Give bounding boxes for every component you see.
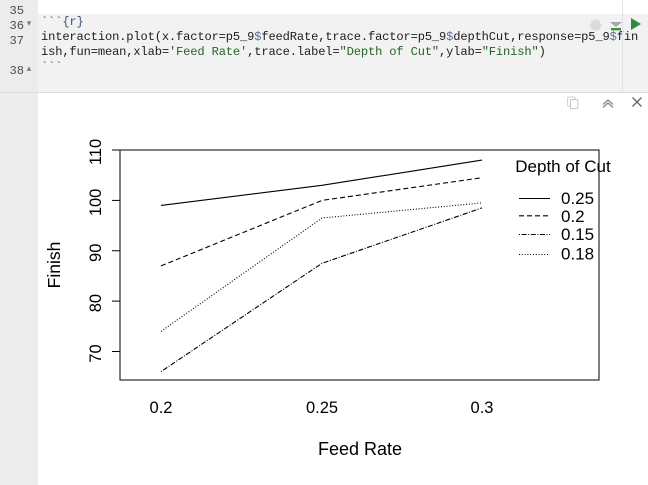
svg-text:Feed Rate: Feed Rate — [318, 439, 402, 459]
svg-text:100: 100 — [87, 189, 105, 217]
svg-text:0.3: 0.3 — [471, 399, 494, 417]
svg-text:90: 90 — [87, 244, 105, 262]
svg-text:80: 80 — [87, 294, 105, 312]
svg-text:0.2: 0.2 — [150, 399, 173, 417]
svg-text:0.2: 0.2 — [561, 207, 585, 226]
svg-text:0.25: 0.25 — [561, 189, 594, 208]
svg-text:Finish: Finish — [44, 242, 64, 289]
svg-text:110: 110 — [87, 139, 105, 165]
svg-text:0.18: 0.18 — [561, 245, 594, 264]
svg-text:0.25: 0.25 — [306, 399, 338, 417]
svg-text:70: 70 — [87, 344, 105, 362]
svg-text:0.15: 0.15 — [561, 225, 594, 244]
svg-text:Depth of Cut: Depth of Cut — [515, 157, 611, 176]
